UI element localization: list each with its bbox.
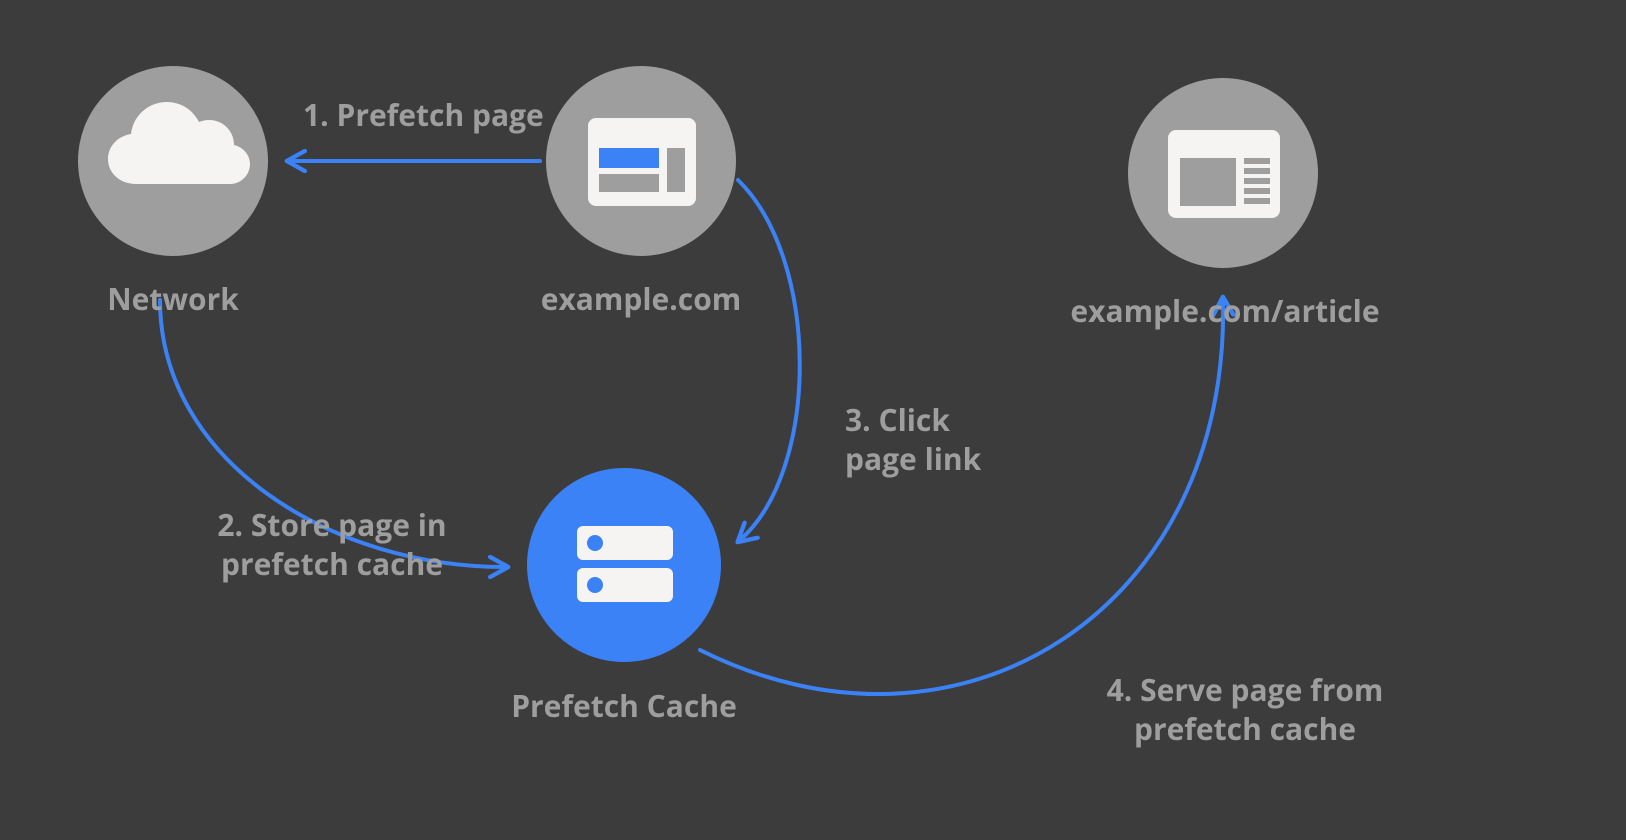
- diagram-stage: { "diagram": { "type": "flowchart", "bac…: [0, 0, 1626, 840]
- node-network: [78, 66, 268, 256]
- edge-label-2: 2. Store page in prefetch cache: [192, 505, 472, 583]
- cloud-icon: [78, 66, 268, 256]
- node-cache-label: Prefetch Cache: [474, 685, 774, 726]
- edge-label-4: 4. Serve page from prefetch cache: [1085, 670, 1405, 748]
- node-example: [546, 66, 736, 256]
- edge-label-1: 1. Prefetch page: [303, 95, 544, 134]
- node-article: [1128, 78, 1318, 268]
- node-article-label: example.com/article: [1060, 290, 1390, 331]
- article-icon: [1128, 78, 1318, 268]
- webpage-icon: [546, 66, 736, 256]
- node-cache: [527, 468, 721, 662]
- node-example-label: example.com: [491, 278, 791, 319]
- server-icon: [527, 468, 721, 662]
- edge-serve-from-cache: [700, 300, 1223, 694]
- edge-click-link: [738, 180, 800, 540]
- node-network-label: Network: [23, 278, 323, 319]
- edge-label-3: 3. Click page link: [845, 400, 981, 478]
